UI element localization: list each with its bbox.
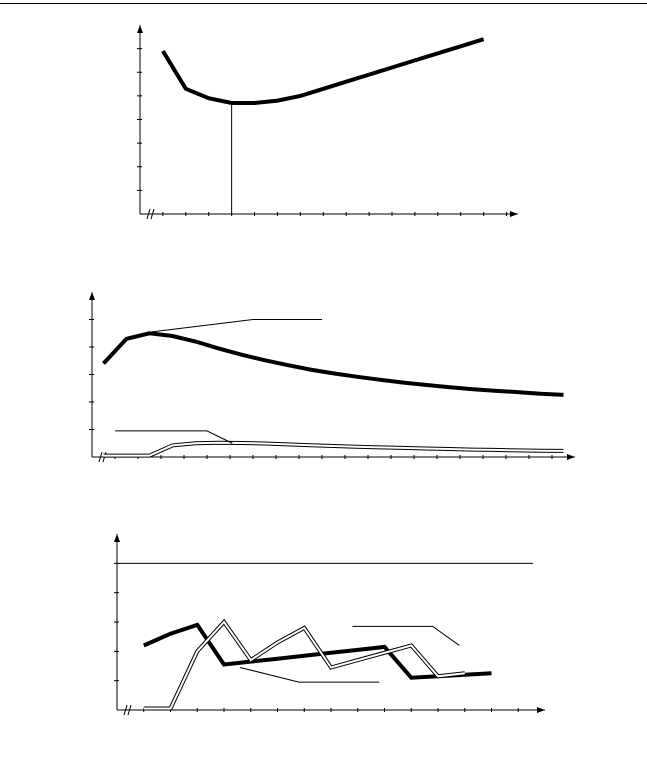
series-line-hollow-fill [103,441,564,457]
x-axis-arrow [510,211,518,217]
axis-break-mark [123,704,132,716]
callout-leader-line [115,430,233,444]
axis-break-mark [146,208,155,220]
series-line-hollow-outline [143,618,466,711]
y-axis-arrow [137,25,143,33]
y-axis-arrow [114,534,120,542]
series-line-hollow-fill [143,620,465,710]
callout-leader-line [239,666,380,683]
x-axis-arrow [567,454,575,460]
callout-leader-line [352,625,460,646]
callout-leader-line [151,319,322,333]
top-rule [0,3,647,4]
y-axis-arrow [89,292,95,300]
series-line-bold [142,622,492,680]
series-line-bold [102,331,564,397]
series-line-bold [161,37,485,105]
x-axis-arrow [537,707,545,713]
